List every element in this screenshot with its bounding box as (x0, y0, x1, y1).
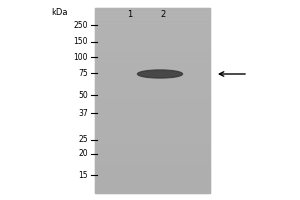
Ellipse shape (137, 70, 182, 78)
Bar (95, 78, 210, 82)
Bar (95, 93, 210, 97)
Bar (95, 104, 210, 108)
Bar (95, 60, 210, 64)
Bar (95, 82, 210, 86)
Bar (95, 86, 210, 89)
Bar (95, 52, 210, 56)
Bar (95, 145, 210, 149)
Bar (95, 130, 210, 134)
Bar (95, 64, 210, 67)
Bar (95, 163, 210, 167)
Bar (95, 41, 210, 45)
Bar (95, 115, 210, 119)
Bar (95, 67, 210, 71)
Bar (95, 49, 210, 52)
Bar (95, 182, 210, 186)
Bar (95, 174, 210, 178)
Bar (95, 160, 210, 163)
Text: 1: 1 (128, 10, 133, 19)
Bar (95, 167, 210, 171)
Text: 75: 75 (78, 68, 88, 77)
Bar (95, 152, 210, 156)
Bar (95, 108, 210, 112)
Bar (95, 15, 210, 19)
Bar (95, 38, 210, 41)
Bar (95, 112, 210, 115)
Bar (95, 141, 210, 145)
Text: 15: 15 (78, 170, 88, 180)
Text: 250: 250 (74, 21, 88, 29)
Bar (95, 12, 210, 15)
Bar (95, 97, 210, 100)
Bar (95, 30, 210, 34)
Text: 25: 25 (78, 136, 88, 144)
Bar (95, 8, 210, 193)
Bar (95, 123, 210, 126)
Bar (95, 23, 210, 26)
Text: kDa: kDa (52, 8, 68, 17)
Text: 37: 37 (78, 108, 88, 117)
Text: 50: 50 (78, 90, 88, 99)
Bar (95, 100, 210, 104)
Text: 2: 2 (160, 10, 166, 19)
Bar (95, 71, 210, 75)
Bar (95, 156, 210, 160)
Bar (95, 8, 210, 12)
Bar (95, 186, 210, 189)
Bar (95, 149, 210, 152)
Bar (95, 19, 210, 23)
Bar (95, 56, 210, 60)
Text: 20: 20 (78, 150, 88, 158)
Bar (95, 126, 210, 130)
Bar (0, 0, 95, 200)
Bar (95, 119, 210, 123)
Text: 150: 150 (74, 38, 88, 46)
Bar (95, 138, 210, 141)
Bar (95, 134, 210, 138)
Bar (95, 45, 210, 49)
Bar (95, 34, 210, 38)
Bar (95, 26, 210, 30)
Bar (95, 75, 210, 78)
Bar (95, 189, 210, 193)
Bar (95, 89, 210, 93)
Text: 100: 100 (74, 52, 88, 62)
Bar (210, 0, 300, 200)
Bar (95, 178, 210, 182)
Bar (95, 171, 210, 174)
